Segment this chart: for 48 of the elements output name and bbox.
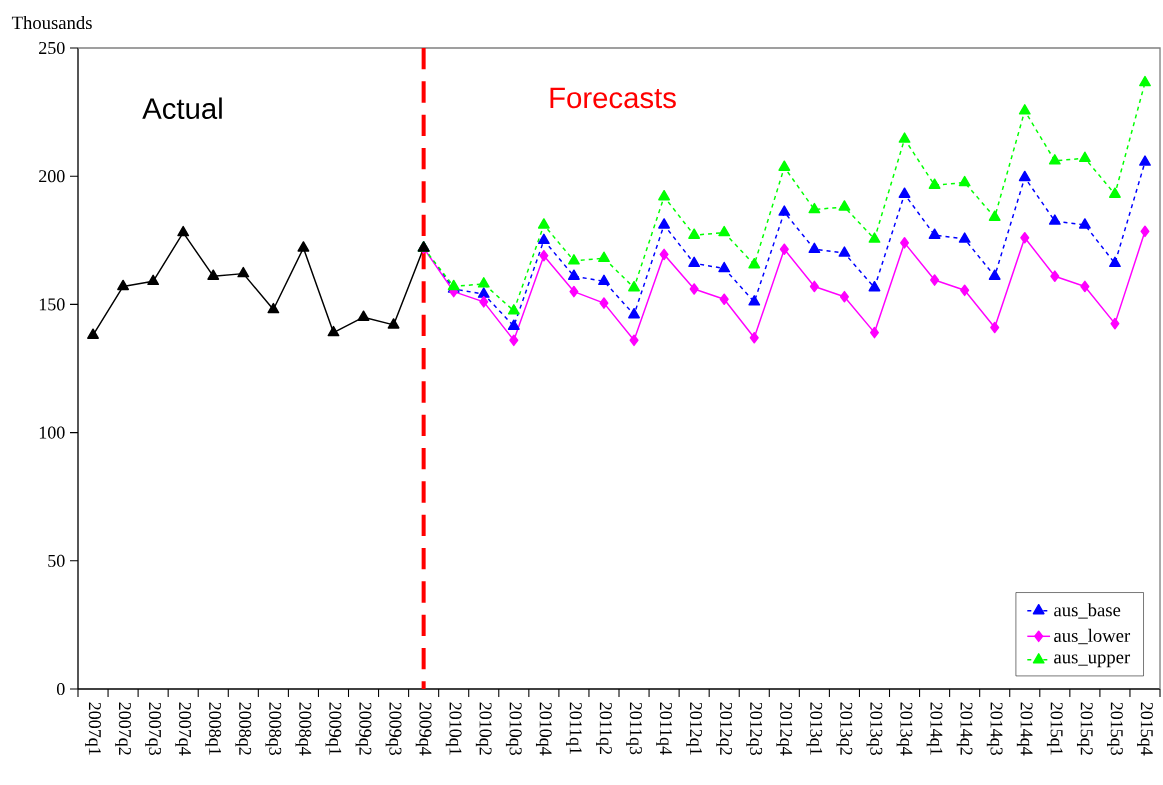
x-tick-label: 2007q3: [145, 702, 162, 756]
x-tick-label: 2015q3: [1107, 702, 1123, 756]
x-tick-label: 2011q1: [566, 702, 582, 754]
x-tick-label: 2010q3: [505, 702, 522, 756]
x-tick-label: 2009q1: [325, 702, 342, 755]
x-tick-label: 2008q2: [235, 702, 252, 755]
x-tick-label: 2014q1: [926, 702, 943, 755]
x-tick-label: 2015q2: [1076, 702, 1093, 755]
x-tick-label: 2013q4: [896, 702, 913, 756]
x-tick-label: 2015q1: [1046, 702, 1063, 755]
x-tick-label: 2015q4: [1137, 702, 1153, 756]
y-tick-label: 250: [39, 41, 65, 55]
x-tick-label: 2009q4: [415, 702, 432, 756]
x-tick-label: 2012q2: [716, 702, 733, 755]
annotation: Actual: [142, 97, 222, 120]
x-tick-label: 2010q4: [535, 702, 552, 756]
x-tick-label: 2014q3: [986, 702, 1003, 756]
x-tick-label: 2010q1: [445, 702, 462, 755]
y-tick-label: 100: [39, 426, 65, 439]
x-tick-label: 2012q3: [746, 702, 763, 756]
legend-label: aus_lower: [1054, 628, 1131, 645]
x-tick-label: 2013q1: [806, 702, 823, 755]
x-tick-label: 2012q4: [776, 702, 793, 756]
x-tick-label: 2008q3: [265, 702, 282, 756]
x-tick-label: 2011q2: [596, 702, 612, 755]
x-tick-label: 2013q3: [866, 702, 883, 756]
y-tick-label: 200: [39, 170, 65, 183]
x-tick-label: 2008q4: [295, 702, 312, 756]
x-tick-label: 2012q1: [686, 702, 703, 755]
x-tick-label: 2007q2: [115, 702, 131, 755]
legend-label: aus_base: [1054, 603, 1121, 619]
x-tick-label: 2010q2: [475, 702, 492, 755]
x-tick-label: 2009q2: [355, 702, 372, 755]
x-tick-label: 2008q1: [205, 702, 222, 755]
y-tick-label: 50: [48, 554, 65, 567]
x-tick-label: 2014q2: [956, 702, 973, 755]
annotation: Forecasts: [550, 87, 676, 109]
x-tick-label: 2007q4: [175, 702, 192, 756]
x-tick-label: 2014q4: [1016, 702, 1033, 756]
y-tick-label: 0: [56, 682, 65, 696]
y-tick-label: 150: [39, 298, 65, 311]
x-tick-label: 2013q2: [836, 702, 853, 755]
x-tick-label: 2011q4: [656, 702, 672, 755]
x-tick-label: 2011q3: [626, 702, 642, 755]
x-tick-label: 2009q3: [385, 702, 402, 756]
x-tick-label: 2007q1: [85, 702, 101, 755]
legend-label: aus_upper: [1054, 654, 1131, 668]
y-axis-title: Thousands: [11, 15, 92, 30]
